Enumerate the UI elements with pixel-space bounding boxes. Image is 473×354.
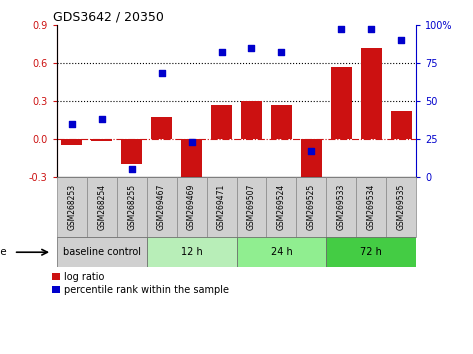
Text: 72 h: 72 h: [360, 247, 382, 257]
Point: [338, 27, 345, 32]
Bar: [236, 177, 266, 237]
Bar: [147, 237, 236, 267]
Bar: [61, 139, 82, 145]
Legend: log ratio, percentile rank within the sample: log ratio, percentile rank within the sa…: [52, 272, 229, 295]
Bar: [181, 139, 202, 179]
Text: GSM269471: GSM269471: [217, 184, 226, 230]
Text: GSM269534: GSM269534: [367, 184, 376, 230]
Bar: [241, 101, 262, 139]
Point: [218, 49, 225, 55]
Point: [307, 148, 315, 154]
Text: GSM269507: GSM269507: [247, 184, 256, 230]
Point: [158, 71, 166, 76]
Bar: [121, 139, 142, 164]
Bar: [386, 177, 416, 237]
Bar: [326, 177, 356, 237]
Bar: [57, 237, 147, 267]
Bar: [266, 177, 297, 237]
Text: GSM268255: GSM268255: [127, 184, 136, 230]
Bar: [391, 111, 412, 139]
Bar: [151, 118, 172, 139]
Bar: [176, 177, 207, 237]
Bar: [271, 105, 292, 139]
Bar: [57, 177, 87, 237]
Point: [368, 27, 375, 32]
Bar: [326, 237, 416, 267]
Point: [188, 139, 195, 145]
Bar: [331, 67, 352, 139]
Point: [248, 45, 255, 50]
Text: GDS3642 / 20350: GDS3642 / 20350: [53, 11, 164, 24]
Text: GSM269525: GSM269525: [307, 184, 316, 230]
Point: [278, 49, 285, 55]
Bar: [87, 177, 117, 237]
Text: GSM269469: GSM269469: [187, 184, 196, 230]
Bar: [117, 177, 147, 237]
Bar: [236, 237, 326, 267]
Text: 12 h: 12 h: [181, 247, 202, 257]
Text: GSM269533: GSM269533: [337, 184, 346, 230]
Text: baseline control: baseline control: [63, 247, 140, 257]
Bar: [147, 177, 176, 237]
Bar: [356, 177, 386, 237]
Bar: [211, 105, 232, 139]
Bar: [301, 139, 322, 183]
Text: GSM269467: GSM269467: [157, 184, 166, 230]
Text: time: time: [0, 247, 7, 257]
Bar: [207, 177, 236, 237]
Text: GSM268254: GSM268254: [97, 184, 106, 230]
Text: 24 h: 24 h: [271, 247, 292, 257]
Point: [98, 116, 105, 122]
Bar: [297, 177, 326, 237]
Text: GSM269535: GSM269535: [397, 184, 406, 230]
Bar: [361, 47, 382, 139]
Point: [397, 37, 405, 43]
Text: GSM269524: GSM269524: [277, 184, 286, 230]
Bar: [91, 139, 112, 142]
Point: [128, 167, 135, 172]
Point: [68, 121, 76, 126]
Text: GSM268253: GSM268253: [67, 184, 76, 230]
